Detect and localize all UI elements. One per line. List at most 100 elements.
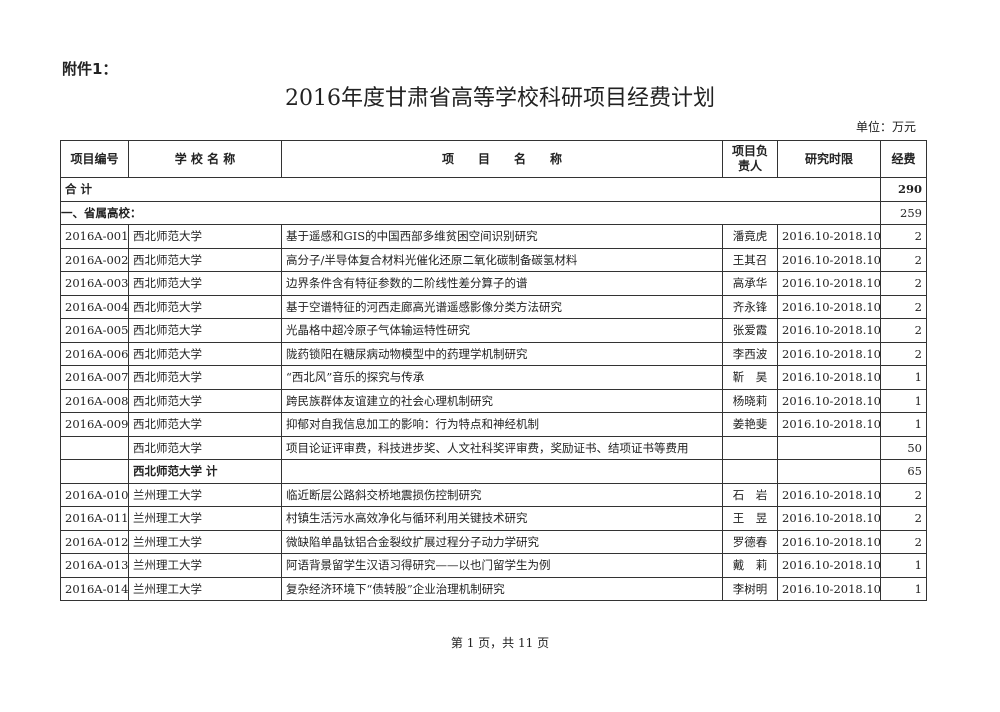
table-row: 2016A-013 兰州理工大学 阿语背景留学生汉语习得研究——以也门留学生为例戴 …	[60, 553, 927, 578]
project-name: 微缺陷单晶钛铝合金裂纹扩展过程分子动力学研究	[281, 529, 723, 554]
project-id: 2016A-012	[60, 529, 129, 554]
project-leader: 齐永锋	[722, 294, 778, 319]
project-leader: 靳 昊	[722, 365, 778, 390]
project-leader: 李西波	[722, 341, 778, 366]
project-leader	[722, 435, 778, 460]
project-id: 2016A-002	[60, 247, 129, 272]
total-funding: 290	[880, 177, 927, 202]
header-school: 学 校 名 称	[128, 140, 282, 178]
research-period: 2016.10-2018.10	[777, 576, 881, 601]
total-row: 合 计 290	[60, 177, 927, 202]
project-name: 高分子/半导体复合材料光催化还原二氧化碳制备碳氢材料	[281, 247, 723, 272]
project-name	[281, 459, 723, 484]
school-name: 兰州理工大学	[128, 576, 282, 601]
research-period: 2016.10-2018.10	[777, 341, 881, 366]
school-name: 兰州理工大学	[128, 529, 282, 554]
project-id	[60, 459, 129, 484]
funding: 2	[880, 529, 927, 554]
project-name: 阿语背景留学生汉语习得研究——以也门留学生为例	[281, 553, 723, 578]
project-id: 2016A-004	[60, 294, 129, 319]
table-row: 2016A-004 西北师范大学 基于空谱特征的河西走廊高光谱遥感影像分类方法研究齐…	[60, 294, 927, 319]
project-name: 光晶格中超冷原子气体输运特性研究	[281, 318, 723, 343]
project-leader: 石 岩	[722, 482, 778, 507]
research-period	[777, 459, 881, 484]
research-period: 2016.10-2018.10	[777, 529, 881, 554]
section-row: 一、省属高校： 259	[60, 200, 927, 225]
research-period: 2016.10-2018.10	[777, 365, 881, 390]
table-row: 2016A-001 西北师范大学 基于遥感和GIS的中国西部多维贫困空间识别研究 潘竟…	[60, 224, 927, 249]
funding: 2	[880, 247, 927, 272]
header-id: 项目编号	[60, 140, 129, 178]
project-name: 项目论证评审费，科技进步奖、人文社科奖评审费，奖励证书、结项证书等费用	[281, 435, 723, 460]
table-row: 2016A-008 西北师范大学 跨民族群体友谊建立的社会心理机制研究 杨晓莉 2016…	[60, 388, 927, 413]
research-period: 2016.10-2018.10	[777, 388, 881, 413]
funding: 2	[880, 482, 927, 507]
project-name: “西北风”音乐的探究与传承	[281, 365, 723, 390]
research-period: 2016.10-2018.10	[777, 506, 881, 531]
project-name: 临近断层公路斜交桥地震损伤控制研究	[281, 482, 723, 507]
funding: 2	[880, 294, 927, 319]
school-name: 西北师范大学	[128, 247, 282, 272]
funding: 2	[880, 506, 927, 531]
research-period: 2016.10-2018.10	[777, 553, 881, 578]
header-funding: 经费	[880, 140, 927, 178]
school-name: 西北师范大学	[128, 294, 282, 319]
funding: 50	[880, 435, 927, 460]
header-period: 研究时限	[777, 140, 881, 178]
project-name: 跨民族群体友谊建立的社会心理机制研究	[281, 388, 723, 413]
funding: 1	[880, 576, 927, 601]
project-id: 2016A-010	[60, 482, 129, 507]
section-funding: 259	[880, 200, 927, 225]
project-name: 边界条件含有特征参数的二阶线性差分算子的谱	[281, 271, 723, 296]
table-row: 西北师范大学 计 65	[60, 459, 927, 484]
project-leader: 潘竟虎	[722, 224, 778, 249]
attachment-label: 附件1：	[62, 60, 118, 78]
project-leader: 戴 莉	[722, 553, 778, 578]
project-id: 2016A-006	[60, 341, 129, 366]
school-name: 西北师范大学	[128, 271, 282, 296]
project-id: 2016A-013	[60, 553, 129, 578]
project-id: 2016A-011	[60, 506, 129, 531]
funding: 2	[880, 341, 927, 366]
project-leader	[722, 459, 778, 484]
project-leader: 王其召	[722, 247, 778, 272]
school-name: 西北师范大学	[128, 412, 282, 437]
project-leader: 李树明	[722, 576, 778, 601]
research-period	[777, 435, 881, 460]
table-row: 2016A-002 西北师范大学 高分子/半导体复合材料光催化还原二氧化碳制备碳氢材…	[60, 247, 927, 272]
research-period: 2016.10-2018.10	[777, 294, 881, 319]
research-period: 2016.10-2018.10	[777, 271, 881, 296]
funding: 1	[880, 388, 927, 413]
project-id	[60, 435, 129, 460]
project-leader: 王 昱	[722, 506, 778, 531]
funding: 2	[880, 318, 927, 343]
project-leader: 高承华	[722, 271, 778, 296]
table-row: 2016A-009 西北师范大学 抑郁对自我信息加工的影响：行为特点和神经机制 姜艳斐…	[60, 412, 927, 437]
project-leader: 罗德春	[722, 529, 778, 554]
page-footer: 第 1 页，共 11 页	[450, 636, 550, 650]
table-row: 西北师范大学 项目论证评审费，科技进步奖、人文社科奖评审费，奖励证书、结项证书等费…	[60, 435, 927, 460]
project-id: 2016A-008	[60, 388, 129, 413]
table-row: 2016A-005 西北师范大学 光晶格中超冷原子气体输运特性研究 张爱霞 2016.1…	[60, 318, 927, 343]
table-row: 2016A-006 西北师范大学 陇药锁阳在糖尿病动物模型中的药理学机制研究 李西波 2…	[60, 341, 927, 366]
project-id: 2016A-007	[60, 365, 129, 390]
unit-label: 单位：万元	[855, 120, 916, 134]
project-leader: 姜艳斐	[722, 412, 778, 437]
funding: 2	[880, 271, 927, 296]
project-name: 基于空谱特征的河西走廊高光谱遥感影像分类方法研究	[281, 294, 723, 319]
school-name: 兰州理工大学	[128, 506, 282, 531]
research-period: 2016.10-2018.10	[777, 318, 881, 343]
project-id: 2016A-001	[60, 224, 129, 249]
school-name: 西北师范大学	[128, 388, 282, 413]
project-leader: 杨晓莉	[722, 388, 778, 413]
project-name: 抑郁对自我信息加工的影响：行为特点和神经机制	[281, 412, 723, 437]
header-project: 项 目 名 称	[281, 140, 723, 178]
funding: 1	[880, 412, 927, 437]
funding-table: 项目编号 学 校 名 称 项 目 名 称 项目负责人 研究时限 经费 合 计 2…	[60, 140, 927, 601]
project-id: 2016A-009	[60, 412, 129, 437]
table-row: 2016A-007 西北师范大学 “西北风”音乐的探究与传承靳 昊 2016.10-2…	[60, 365, 927, 390]
section-label: 一、省属高校：	[60, 200, 881, 225]
project-name: 复杂经济环境下“债转股”企业治理机制研究	[281, 576, 723, 601]
funding: 1	[880, 553, 927, 578]
school-name: 西北师范大学	[128, 435, 282, 460]
